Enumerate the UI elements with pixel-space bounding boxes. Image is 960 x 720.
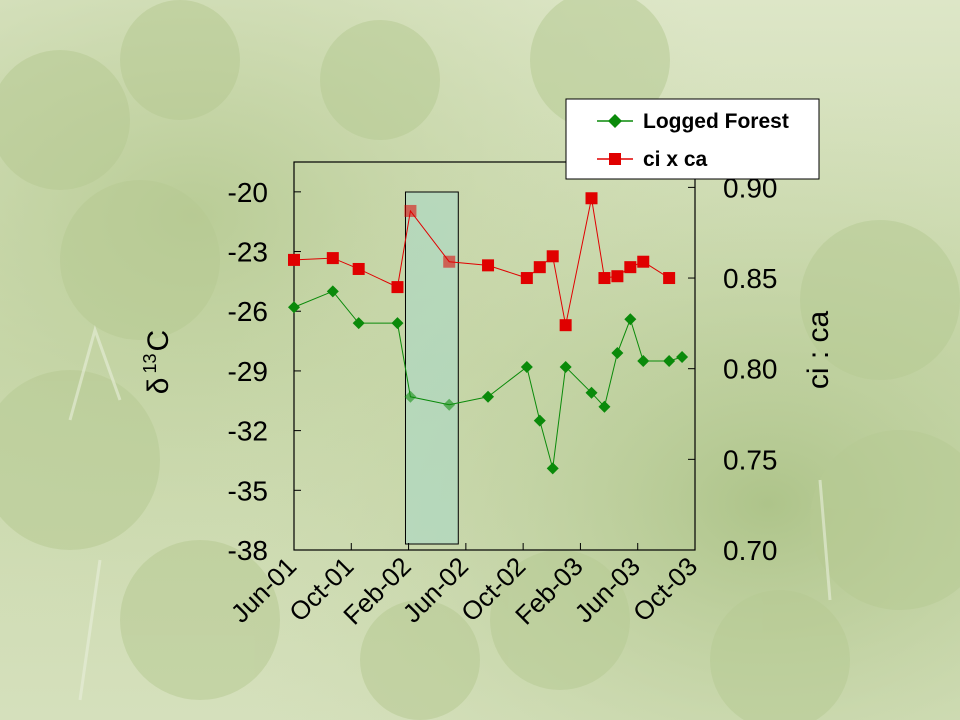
data-point-logged-forest-5 (443, 398, 456, 411)
y-left-title-superscript: 13 (140, 353, 160, 373)
y-right-tick-label-3: 0.75 (723, 444, 778, 475)
legend-marker-logged-forest (608, 114, 622, 128)
data-point-logged-forest-2 (352, 317, 365, 330)
data-point-ci-x-ca-16 (663, 272, 676, 285)
data-point-ci-x-ca-10 (559, 319, 572, 332)
data-point-ci-x-ca-15 (637, 255, 650, 268)
data-point-logged-forest-6 (482, 390, 495, 403)
data-point-logged-forest-17 (676, 350, 689, 363)
y-right-tick-label-2: 0.80 (723, 354, 778, 385)
series-line-ci-x-ca (293, 198, 670, 326)
y-right-tick-label-4: 0.70 (723, 535, 778, 566)
y-right-axis-title: ci : ca (802, 311, 835, 390)
data-point-ci-x-ca-14 (624, 261, 637, 274)
x-tick-label-7: Oct-03 (627, 551, 703, 627)
y-left-tick-label-6: -38 (228, 535, 268, 566)
data-point-ci-x-ca-1 (326, 252, 339, 265)
highlight-band (404, 191, 459, 545)
y-left-tick-label-4: -32 (228, 416, 268, 447)
data-point-ci-x-ca-9 (546, 250, 559, 263)
x-tick-label-6: Jun-03 (569, 551, 646, 628)
data-point-ci-x-ca-0 (288, 253, 300, 266)
y-left-axis-title: δ 13C (140, 330, 175, 394)
data-point-ci-x-ca-2 (352, 262, 365, 275)
data-point-ci-x-ca-3 (391, 281, 404, 294)
data-point-logged-forest-12 (598, 400, 611, 413)
y-left-tick-label-1: -23 (228, 237, 268, 268)
y-left-tick-label-3: -29 (228, 356, 268, 387)
data-point-ci-x-ca-8 (533, 261, 546, 274)
data-point-logged-forest-1 (326, 285, 339, 298)
y-left-tick-label-2: -26 (228, 296, 268, 327)
y-left-title-base: δ (142, 378, 175, 395)
legend-marker-ci-x-ca (609, 153, 621, 165)
data-point-logged-forest-0 (288, 301, 300, 314)
legend-box (565, 98, 820, 180)
y-left-tick-label-5: -35 (228, 475, 268, 506)
data-point-logged-forest-9 (546, 462, 559, 475)
legend-label-logged-forest: Logged Forest (643, 110, 789, 133)
data-point-logged-forest-13 (611, 347, 624, 360)
data-point-ci-x-ca-12 (598, 272, 611, 285)
plot-area (293, 161, 696, 551)
data-point-ci-x-ca-6 (482, 259, 495, 272)
data-point-logged-forest-16 (663, 354, 676, 367)
data-point-logged-forest-3 (391, 317, 404, 330)
data-point-logged-forest-10 (559, 360, 572, 373)
y-left-title-unit: C (142, 330, 175, 352)
data-point-ci-x-ca-7 (520, 272, 533, 285)
data-point-ci-x-ca-13 (611, 270, 624, 283)
data-point-ci-x-ca-4 (404, 204, 417, 217)
data-point-logged-forest-7 (520, 360, 533, 373)
data-point-logged-forest-4 (404, 390, 417, 403)
data-point-logged-forest-15 (637, 354, 650, 367)
data-point-logged-forest-14 (624, 313, 637, 326)
data-point-logged-forest-8 (533, 414, 546, 427)
series-line-logged-forest (293, 290, 683, 469)
legend: Logged Forest ci x ca (565, 98, 820, 180)
data-point-logged-forest-11 (585, 386, 598, 399)
data-point-ci-x-ca-5 (443, 255, 456, 268)
legend-label-ci-x-ca: ci x ca (643, 148, 708, 171)
y-left-tick-label-0: -20 (228, 177, 268, 208)
y-right-tick-label-1: 0.85 (723, 263, 778, 294)
x-tick-label-3: Jun-02 (397, 551, 474, 628)
data-point-ci-x-ca-11 (585, 192, 598, 205)
